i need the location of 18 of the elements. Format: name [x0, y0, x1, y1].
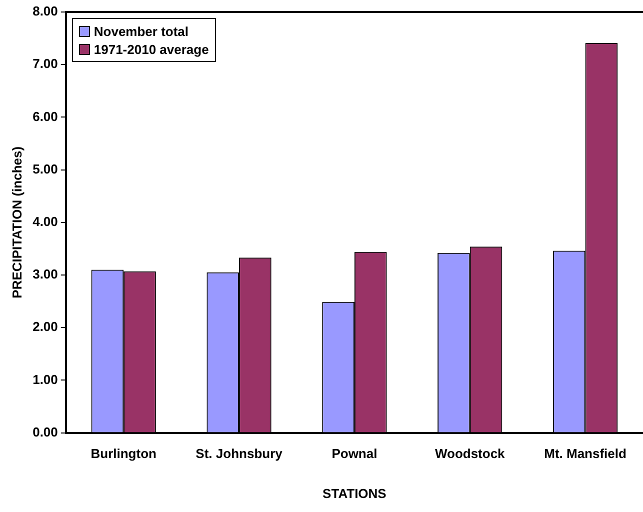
- y-tick-label: 4.00: [32, 214, 58, 229]
- x-tick-label: Mt. Mansfield: [544, 446, 627, 462]
- y-tick-label: 2.00: [32, 319, 58, 334]
- x-axis-title: STATIONS: [322, 486, 387, 501]
- y-tick-label: 5.00: [32, 161, 58, 176]
- y-tick-label: 8.00: [32, 4, 58, 19]
- y-tick-label: 6.00: [32, 108, 58, 124]
- x-tick-label: Woodstock: [434, 446, 506, 462]
- x-tick-label: St. Johnsbury: [196, 446, 284, 462]
- y-tick-label: 3.00: [32, 266, 58, 282]
- legend-label: November total: [94, 24, 189, 38]
- x-tick-label: Pownal: [332, 446, 378, 462]
- y-tick-label: 0.00: [32, 424, 58, 440]
- x-tick-label: Burlington: [90, 446, 157, 462]
- y-tick-label: 7.00: [32, 56, 58, 72]
- y-tick-label: 1.00: [32, 372, 58, 387]
- legend-label: 1971-2010 average: [94, 42, 209, 56]
- y-axis-title: PRECIPITATION (inches): [9, 146, 24, 298]
